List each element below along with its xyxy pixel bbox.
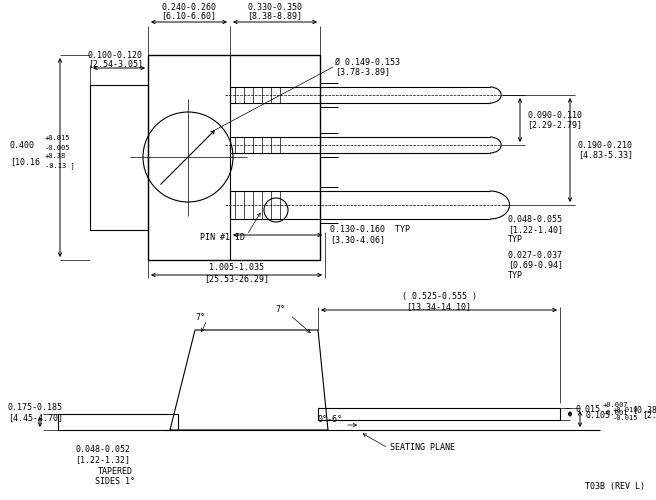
Text: 0.330-0.350: 0.330-0.350 <box>247 3 302 12</box>
Text: [6.10-6.60]: [6.10-6.60] <box>161 11 216 20</box>
Text: [4.45-4.70]: [4.45-4.70] <box>8 413 63 422</box>
Text: -0.13 ]: -0.13 ] <box>45 162 75 170</box>
Text: [1.22-1.40]: [1.22-1.40] <box>508 226 563 234</box>
Text: [25.53-26.29]: [25.53-26.29] <box>204 274 269 283</box>
Text: TYP: TYP <box>508 270 523 280</box>
Text: 1.005-1.035: 1.005-1.035 <box>209 264 264 272</box>
Text: -0.005: -0.005 <box>45 145 70 151</box>
Text: 0.400: 0.400 <box>10 140 35 149</box>
Text: [4.83-5.33]: [4.83-5.33] <box>578 150 633 160</box>
Text: [13.34-14.10]: [13.34-14.10] <box>407 302 472 311</box>
Text: [1.22-1.32]: [1.22-1.32] <box>75 456 130 464</box>
Text: 0.090-0.110: 0.090-0.110 <box>527 110 582 120</box>
Text: 0.240-0.260: 0.240-0.260 <box>161 3 216 12</box>
Text: T03B (REV L): T03B (REV L) <box>585 482 645 492</box>
Text: 0°-6°: 0°-6° <box>318 416 342 424</box>
Text: 0.105: 0.105 <box>585 410 610 420</box>
Text: 0.015: 0.015 <box>575 406 600 414</box>
Bar <box>58 414 178 430</box>
Text: 0.100-0.120: 0.100-0.120 <box>88 51 143 60</box>
Text: +0.007: +0.007 <box>603 402 628 408</box>
Text: 7°: 7° <box>275 306 285 314</box>
Text: 0.048-0.055: 0.048-0.055 <box>508 216 563 224</box>
Text: SEATING PLANE: SEATING PLANE <box>390 444 455 452</box>
Text: 7°: 7° <box>195 314 205 322</box>
Text: SIDES 1°: SIDES 1° <box>95 478 135 486</box>
Text: +0.38: +0.38 <box>45 153 66 159</box>
Text: PIN #1 ID: PIN #1 ID <box>200 234 245 242</box>
Text: [2.67: [2.67 <box>642 410 656 420</box>
Text: 0.190-0.210: 0.190-0.210 <box>578 140 633 149</box>
Text: [0.38: [0.38 <box>632 406 656 414</box>
Text: 0.027-0.037: 0.027-0.037 <box>508 250 563 260</box>
Text: [0.69-0.94]: [0.69-0.94] <box>508 260 563 270</box>
Text: [3.30-4.06]: [3.30-4.06] <box>330 236 385 244</box>
Text: ( 0.525-0.555 ): ( 0.525-0.555 ) <box>401 292 476 301</box>
Bar <box>148 55 320 260</box>
Text: TAPERED: TAPERED <box>98 468 133 476</box>
Bar <box>90 85 148 230</box>
Text: +0.015: +0.015 <box>45 135 70 141</box>
Text: TYP: TYP <box>508 236 523 244</box>
Text: [8.38-8.89]: [8.38-8.89] <box>247 11 302 20</box>
Text: [10.16: [10.16 <box>10 158 40 166</box>
Text: Ø 0.149-0.153: Ø 0.149-0.153 <box>335 58 400 66</box>
Text: +0.010: +0.010 <box>613 407 638 413</box>
Text: 0.048-0.052: 0.048-0.052 <box>75 446 130 454</box>
Bar <box>318 408 560 420</box>
Text: 0.130-0.160  TYP: 0.130-0.160 TYP <box>330 226 410 234</box>
Text: -0.001: -0.001 <box>603 410 628 416</box>
Text: 0.175-0.185: 0.175-0.185 <box>8 403 63 412</box>
Text: -0.015: -0.015 <box>613 415 638 421</box>
Text: [2.54-3.05]: [2.54-3.05] <box>88 59 143 68</box>
Text: [3.78-3.89]: [3.78-3.89] <box>335 68 390 76</box>
Text: [2.29-2.79]: [2.29-2.79] <box>527 120 582 130</box>
